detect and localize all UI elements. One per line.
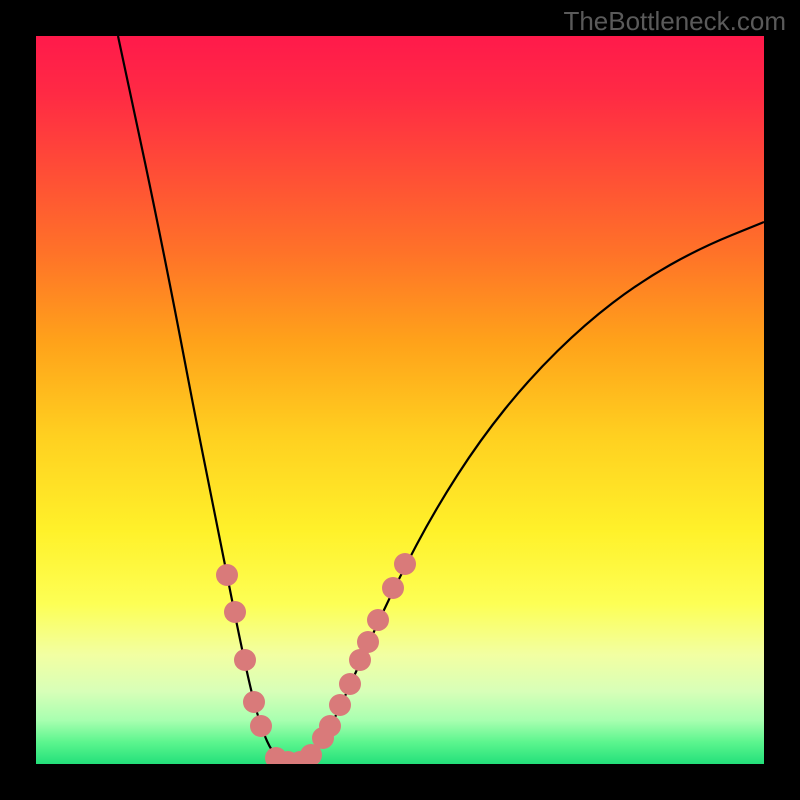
data-dot [339, 673, 361, 695]
data-dots [216, 553, 416, 764]
plot-area [36, 36, 764, 764]
watermark-text: TheBottleneck.com [563, 6, 786, 37]
curve-layer [36, 36, 764, 764]
data-dot [357, 631, 379, 653]
data-dot [234, 649, 256, 671]
data-dot [224, 601, 246, 623]
data-dot [250, 715, 272, 737]
v-curve-right-branch [293, 222, 764, 763]
data-dot [367, 609, 389, 631]
data-dot [329, 694, 351, 716]
data-dot [243, 691, 265, 713]
data-dot [216, 564, 238, 586]
data-dot [382, 577, 404, 599]
data-dot [394, 553, 416, 575]
v-curve-left-branch [118, 36, 293, 763]
data-dot [319, 715, 341, 737]
